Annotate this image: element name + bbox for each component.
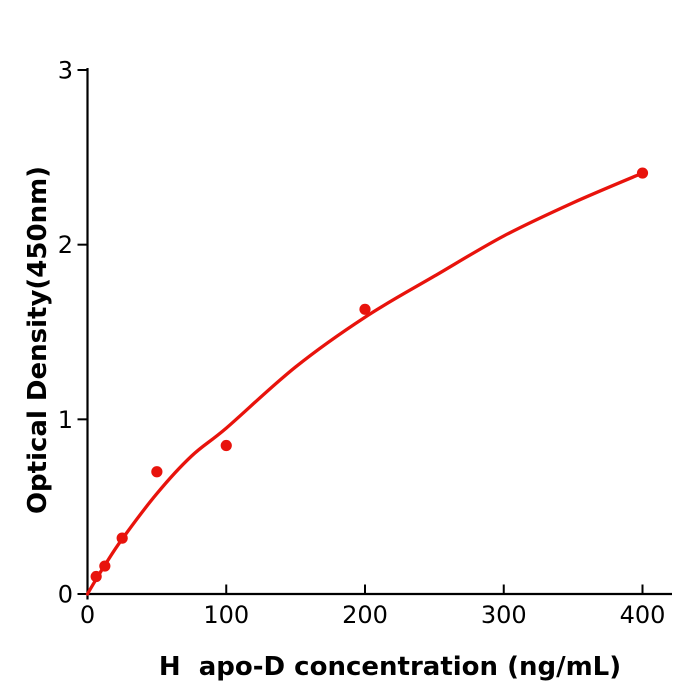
x-tick-label: 0 <box>80 601 95 629</box>
y-tick-label: 2 <box>58 231 73 259</box>
x-tick-label: 200 <box>342 601 388 629</box>
data-point <box>636 167 649 179</box>
x-tick-label: 400 <box>620 601 666 629</box>
y-axis-label: Optical Density(450nm) <box>23 165 53 515</box>
data-point <box>90 570 102 583</box>
y-tick-label: 0 <box>58 581 73 609</box>
data-point <box>220 439 232 452</box>
data-point <box>151 466 163 478</box>
y-tick-label: 3 <box>58 57 73 85</box>
y-tick-label: 1 <box>58 406 73 434</box>
fit-curve <box>85 171 645 596</box>
x-tick-label: 300 <box>481 601 527 629</box>
x-tick-label: 100 <box>203 601 249 629</box>
data-point <box>359 303 371 315</box>
x-axis-label: H apo-D concentration (ng/mL) <box>158 652 622 682</box>
data-point <box>99 560 111 572</box>
data-point <box>116 532 128 544</box>
